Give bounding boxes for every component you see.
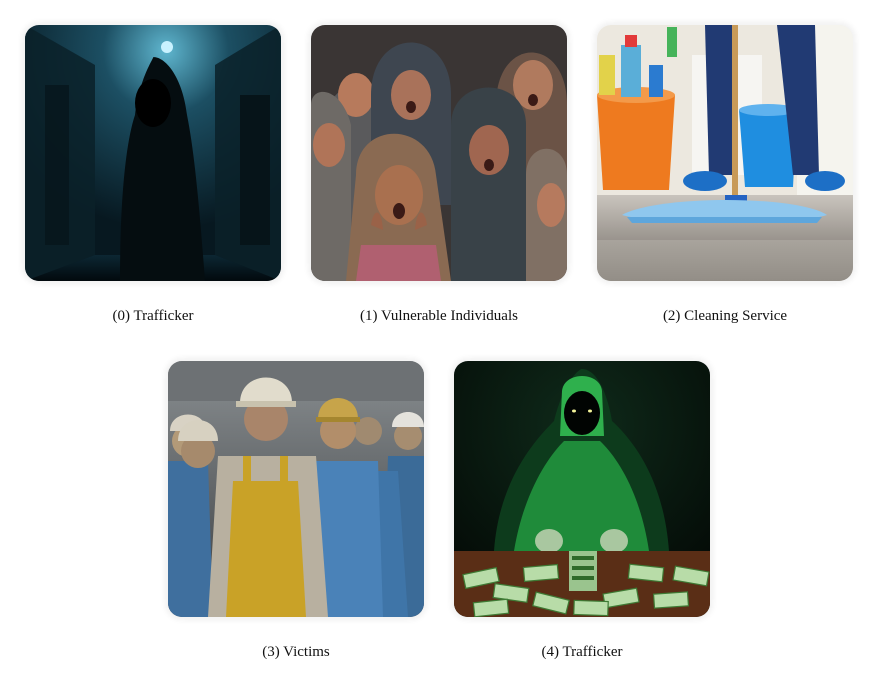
image-cleaning-service[interactable] [597,25,853,281]
caption-tile-1: (1) Vulnerable Individuals [360,308,518,324]
caption-tile-0: (0) Trafficker [112,308,194,324]
victims-workers-illustration [168,361,424,617]
image-vulnerable-crowd[interactable] [311,25,567,281]
image-hooded-figure-corridor[interactable] [25,25,281,281]
caption-tile-2: (2) Cleaning Service [662,308,788,324]
caption-tile-4: (4) Trafficker [541,644,623,660]
cleaning-service-illustration [597,25,853,281]
image-victims-workers[interactable] [168,361,424,617]
image-trafficker-money[interactable] [454,361,710,617]
hooded-figure-corridor-illustration [25,25,281,281]
vulnerable-crowd-illustration [311,25,567,281]
caption-tile-3: (3) Victims [262,644,330,660]
trafficker-money-illustration [454,361,710,617]
